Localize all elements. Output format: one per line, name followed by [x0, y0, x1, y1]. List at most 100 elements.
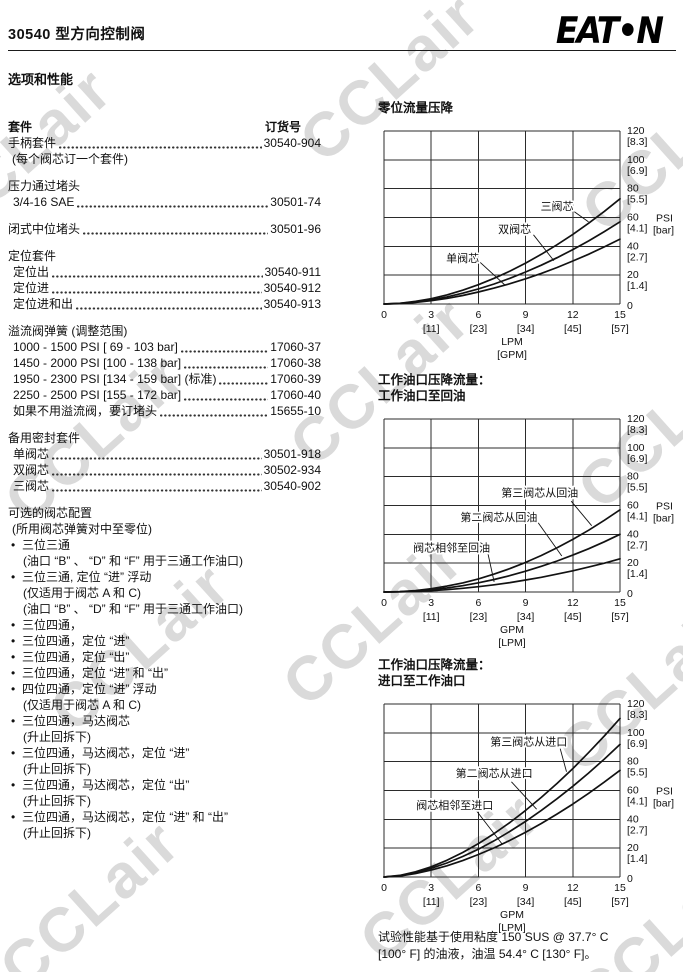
parts-label: 双阀芯 [13, 463, 50, 477]
x-tick-bracket: [45] [564, 611, 582, 623]
chart-title: 零位流量压降 [378, 100, 680, 116]
parts-label: 2250 - 2500 PSI [155 - 172 bar] [13, 388, 182, 402]
parts-label: 定位进和出 [13, 297, 74, 311]
parts-label: 单阀芯 [13, 447, 50, 461]
y-tick-bar: [5.5] [627, 194, 648, 206]
y-tick-psi: 0 [627, 300, 633, 312]
parts-row: • 三位四通，定位 “进” [8, 633, 321, 649]
parts-row: • 三位三通, 定位 “进” 浮动 [8, 569, 321, 585]
parts-row: 1450 - 2000 PSI [100 - 138 bar] 17060-38 [8, 355, 321, 371]
parts-row: 如果不用溢流阀，要订堵头 15655-10 [8, 403, 321, 419]
y-tick-bar: [1.4] [627, 568, 648, 580]
x-tick: 9 [523, 597, 529, 609]
bullet-icon: • [11, 570, 16, 584]
parts-row: 三阀芯 30540-902 [8, 478, 321, 494]
y-tick-bar: [5.5] [627, 767, 648, 779]
x-tick: 12 [567, 597, 579, 609]
x-tick-bracket: [45] [564, 323, 582, 335]
parts-row: 3/4-16 SAE 30501-74 [8, 194, 321, 210]
chart-grid [383, 130, 621, 305]
order-number: 30501-74 [270, 195, 321, 209]
curve-triple-spool [383, 197, 621, 305]
dotted-leader [52, 473, 262, 476]
x-axis-unit-bracket: [LPM] [498, 637, 526, 649]
order-number: 17060-37 [270, 340, 321, 354]
dotted-leader [160, 414, 269, 417]
x-axis-unit: GPM [500, 909, 524, 921]
y-tick-psi: 40 [627, 528, 639, 540]
x-tick: 6 [475, 882, 481, 894]
curve-adjacent-spool-from-inlet [383, 769, 621, 878]
parts-row: 双阀芯 30502-934 [8, 462, 321, 478]
curve-label-double-spool: 双阀芯 [498, 222, 531, 236]
curve-label-triple-spool: 三阀芯 [541, 199, 574, 213]
parts-label: 可选的阀芯配置 [8, 506, 93, 520]
parts-label: (升止回拆下) [23, 730, 91, 744]
x-tick: 3 [428, 309, 434, 321]
order-number: 30501-918 [263, 447, 321, 461]
dotted-leader [52, 275, 263, 278]
bullet-icon: • [11, 618, 16, 632]
x-axis-unit: LPM [501, 336, 523, 348]
x-tick: 0 [381, 309, 387, 321]
label-leader-line [511, 781, 537, 810]
parts-row: (所用阀芯弹簧对中至零位) [8, 521, 321, 537]
x-tick: 6 [475, 309, 481, 321]
bullet-icon: • [11, 714, 16, 728]
spacer [8, 210, 321, 221]
parts-row: 单阀芯 30501-918 [8, 446, 321, 462]
order-number: 30540-913 [263, 297, 321, 311]
x-tick-bracket: [11] [423, 896, 440, 908]
curve-second-spool-from-inlet [383, 743, 621, 878]
x-tick: 12 [567, 309, 579, 321]
y-tick-psi: 60 [627, 785, 639, 797]
section-title: 选项和性能 [8, 72, 74, 87]
label-leader-line [474, 808, 503, 845]
parts-row: 压力通过堵头 [8, 178, 321, 194]
parts-label: 备用密封套件 [8, 431, 81, 445]
curve-single-spool [383, 238, 621, 305]
spacer [8, 494, 321, 505]
parts-row: 备用密封套件 [8, 430, 321, 446]
y-tick-psi: 100 [627, 727, 645, 739]
y-tick-psi: 0 [627, 873, 633, 885]
curve-adjacent-spool-to-return [383, 557, 621, 593]
parts-label: 三位四通，马达阀芯，定位 “进” [22, 746, 190, 760]
footnote-line: [100° F] 的油液，油温 54.4° C [130° F]。 [378, 947, 597, 961]
parts-row: • 三位四通，定位 “进” 和 “出” [8, 665, 321, 681]
order-number: 17060-39 [270, 372, 321, 386]
y-tick-psi: 40 [627, 240, 639, 252]
curve-label-adjacent-spool-to-return: 阀芯相邻至回油 [413, 540, 490, 554]
curve-label-second-spool-to-return: 第二阀芯从回油 [460, 510, 537, 524]
bullet-icon: • [11, 746, 16, 760]
chart-title: 工作油口压降流量： 工作油口至回油 [378, 372, 680, 404]
bullet-icon: • [11, 538, 16, 552]
y-tick-psi: 80 [627, 183, 639, 195]
chart-zero-flow-pressure-drop: 零位流量压降 0 20 [1.4] 40 [2.7] 60 [4.1] 80 [5.5] 100[… [378, 100, 680, 364]
chart-title-line: 零位流量压降 [378, 101, 454, 115]
parts-label: (升止回拆下) [23, 826, 91, 840]
parts-row: (仅适用于阀芯 A 和 C) [8, 585, 321, 601]
curve-label-third-spool-from-inlet: 第三阀芯从进口 [490, 734, 567, 748]
order-number: 30540-912 [263, 281, 321, 295]
parts-row: (升止回拆下) [8, 825, 321, 841]
parts-label: 定位套件 [8, 249, 57, 263]
label-leader-line [533, 234, 555, 262]
x-tick: 12 [567, 882, 579, 894]
bullet-icon: • [11, 650, 16, 664]
parts-label: 1000 - 1500 PSI [ 69 - 103 bar] [13, 340, 178, 354]
test-conditions-footnote: 试验性能基于使用粘度 150 SUS @ 37.7° C [100° F] 的油… [378, 929, 680, 963]
label-leader-line [570, 500, 593, 526]
pressure-drop-chart-svg: 020[1.4]40[2.7]60[4.1]80[5.5]100[6.9]120… [381, 698, 674, 934]
curve-label-second-spool-from-inlet: 第二阀芯从进口 [456, 766, 533, 780]
y-tick-psi: 100 [627, 442, 645, 454]
label-leader-line [479, 261, 506, 286]
parts-label: (油口 “B” 、 “D” 和 “F” 用于三通工作油口) [23, 602, 243, 616]
chart-title-line: 工作油口压降流量： [378, 373, 491, 387]
parts-row: 可选的阀芯配置 [8, 505, 321, 521]
x-tick-bracket: [34] [517, 611, 535, 623]
x-tick-bracket: [34] [517, 896, 535, 908]
x-tick: 0 [381, 597, 387, 609]
eaton-logo: EAT•N [555, 9, 664, 52]
